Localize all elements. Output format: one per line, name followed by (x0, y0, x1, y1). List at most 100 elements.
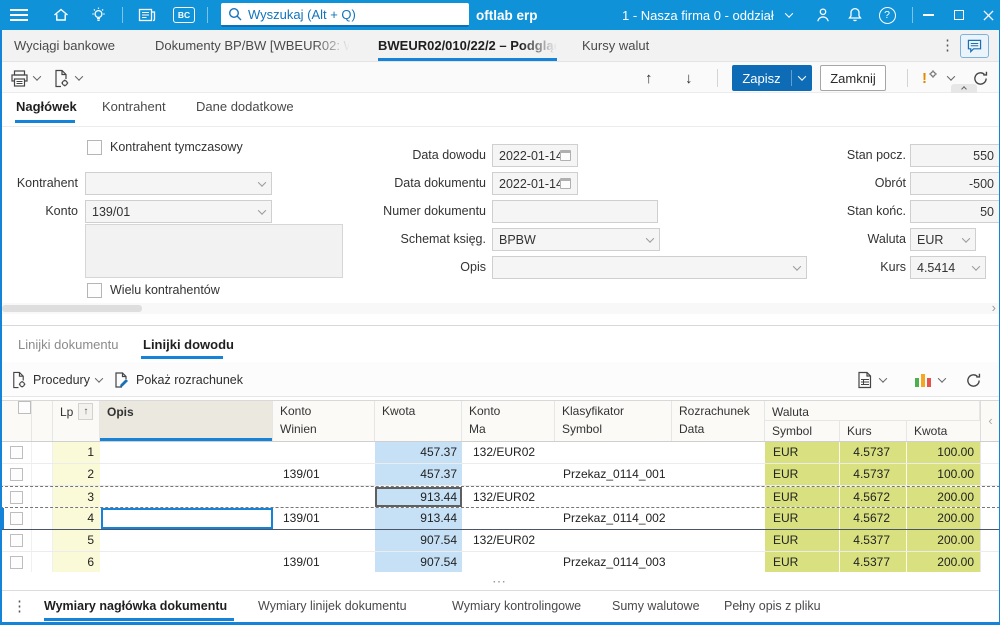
cell-konto-winien[interactable]: 139/01 (283, 555, 320, 569)
table-row[interactable]: 2 139/01 457.37 Przekaz_0114_001 EUR 4.5… (0, 464, 1000, 486)
hamburger-menu-button[interactable] (0, 0, 38, 30)
panel-splitter[interactable]: ⋯ (0, 572, 1000, 590)
description-dropdown[interactable] (492, 256, 807, 279)
print-options-chevron[interactable] (32, 66, 42, 90)
cell-konto-ma[interactable]: 132/EUR02 (473, 533, 536, 547)
tab-wymiary-linijek[interactable]: Wymiary linijek dokumentu (258, 599, 407, 613)
maximize-button[interactable] (946, 0, 972, 30)
help-button[interactable]: ? (872, 0, 902, 30)
table-row[interactable]: 5 907.54 132/EUR02 EUR 4.5377 200.00 (0, 530, 1000, 552)
cell-rozrachunek-data[interactable] (672, 530, 765, 551)
cell-lp[interactable]: 6 (53, 552, 100, 573)
cell-waluta-kwota[interactable]: 100.00 (907, 442, 980, 463)
header-tab-kontrahent[interactable]: Kontrahent (102, 99, 166, 114)
cell-waluta-kwota[interactable]: 200.00 (907, 508, 980, 529)
sort-ascending-icon[interactable]: ↑ (78, 403, 94, 420)
cell-lp[interactable]: 2 (53, 464, 100, 485)
refresh-button[interactable] (972, 66, 989, 90)
close-window-button[interactable] (977, 0, 1000, 30)
cell-opis[interactable] (100, 487, 273, 507)
tab-wymiary-naglowka[interactable]: Wymiary nagłówka dokumentu (44, 599, 228, 613)
row-checkbox[interactable] (10, 512, 23, 525)
header-tab-dane-dodatkowe[interactable]: Dane dodatkowe (196, 99, 294, 114)
minimize-button[interactable] (915, 0, 941, 30)
cell-konto-winien[interactable] (273, 487, 375, 507)
temp-contractor-checkbox[interactable] (87, 140, 102, 155)
closing-balance-field[interactable]: 50 (910, 200, 1000, 223)
contractor-dropdown[interactable] (85, 172, 272, 195)
tab-linijki-dowodu[interactable]: Linijki dowodu (143, 337, 234, 352)
close-document-button[interactable]: Zamknij (820, 65, 886, 91)
cell-lp[interactable]: 5 (53, 530, 100, 551)
cell-waluta-symbol[interactable]: EUR (765, 464, 840, 485)
cell-konto-ma[interactable] (462, 552, 555, 573)
konto-ma-column-header[interactable]: Konto Ma (462, 401, 555, 441)
cell-rozrachunek-data[interactable] (672, 442, 765, 463)
currency-dropdown[interactable]: EUR (910, 228, 976, 251)
export-button[interactable] (856, 368, 888, 392)
scheme-dropdown[interactable]: BPBW (492, 228, 660, 251)
show-settlement-button[interactable]: Pokaż rozrachunek (113, 368, 243, 392)
cell-waluta-kwota[interactable]: 200.00 (907, 552, 980, 573)
save-button[interactable]: Zapisz (732, 65, 812, 91)
cell-konto-winien[interactable] (273, 442, 375, 463)
cell-kwota[interactable]: 457.37 (375, 464, 462, 485)
row-checkbox[interactable] (10, 534, 23, 547)
business-central-button[interactable]: BC (173, 0, 195, 30)
tab-linijki-dokumentu[interactable]: Linijki dokumentu (18, 337, 119, 352)
doc-number-field[interactable] (492, 200, 658, 223)
kwota-column-header[interactable]: Kwota (375, 401, 462, 441)
procedures-button[interactable]: Procedury (10, 368, 104, 392)
waluta-kurs-column-header[interactable]: Kurs (840, 421, 907, 441)
cell-waluta-kwota[interactable]: 200.00 (907, 530, 980, 551)
cell-konto-winien[interactable]: 139/01 (283, 511, 320, 525)
cell-waluta-symbol[interactable]: EUR (765, 530, 840, 551)
cell-opis[interactable] (100, 508, 273, 529)
table-row[interactable]: 4 139/01 913.44 Przekaz_0114_002 EUR 4.5… (0, 508, 1000, 530)
tab-bweur02-podglad[interactable]: BWEUR02/010/22/2 – Podgląd – Doku (378, 38, 557, 53)
table-row[interactable]: 6 139/01 907.54 Przekaz_0114_003 EUR 4.5… (0, 552, 1000, 574)
cell-kwota[interactable]: 913.44 (375, 508, 462, 529)
scrollbar-thumb[interactable] (2, 305, 142, 312)
save-options-chevron[interactable] (792, 72, 812, 81)
cell-waluta-kurs[interactable]: 4.5377 (840, 530, 907, 551)
cell-konto-ma[interactable]: 132/EUR02 (473, 490, 536, 504)
select-all-checkbox[interactable] (18, 401, 31, 414)
cell-rozrachunek-data[interactable] (672, 487, 765, 507)
proof-date-field[interactable]: 2022-01-14 (492, 144, 578, 167)
tab-dokumenty-bp-bw[interactable]: Dokumenty BP/BW [WBEUR02: Wyciąg (155, 38, 350, 53)
tab-sumy-walutowe[interactable]: Sumy walutowe (612, 599, 700, 613)
cell-rozrachunek-data[interactable] (672, 552, 765, 573)
tab-kursy-walut[interactable]: Kursy walut (582, 38, 650, 53)
cell-waluta-kurs[interactable]: 4.5737 (840, 442, 907, 463)
tab-wyciagi-bankowe[interactable]: Wyciągi bankowe (14, 38, 116, 53)
waluta-kwota-column-header[interactable]: Kwota (914, 424, 948, 438)
doc-date-field[interactable]: 2022-01-14 (492, 172, 578, 195)
cell-waluta-kurs[interactable]: 4.5377 (840, 552, 907, 573)
account-dropdown[interactable]: 139/01 (85, 200, 272, 223)
cell-rozrachunek-data[interactable] (672, 464, 765, 485)
cell-waluta-symbol[interactable]: EUR (765, 508, 840, 529)
print-button[interactable] (10, 66, 29, 90)
document-actions-button[interactable] (52, 66, 70, 90)
cell-konto-ma[interactable] (462, 464, 555, 485)
rate-dropdown[interactable]: 4.5414 (910, 256, 986, 279)
scroll-right-icon[interactable]: › (991, 300, 996, 315)
row-checkbox[interactable] (10, 490, 23, 504)
refresh-lines-button[interactable] (965, 368, 982, 392)
comments-button[interactable] (960, 34, 989, 58)
cell-klasyfikator-symbol[interactable]: Przekaz_0114_001 (563, 467, 666, 481)
cell-klasyfikator-symbol[interactable] (555, 530, 672, 551)
cell-lp[interactable]: 1 (53, 442, 100, 463)
cell-lp[interactable]: 3 (53, 487, 100, 507)
tab-wymiary-kontrolingowe[interactable]: Wymiary kontrolingowe (452, 599, 582, 613)
company-selector[interactable]: 1 - Nasza firma 0 - oddział (622, 0, 793, 30)
cell-opis[interactable] (100, 442, 273, 463)
news-button[interactable] (132, 0, 162, 30)
move-down-button[interactable]: ↓ (685, 69, 693, 87)
cell-waluta-kurs[interactable]: 4.5737 (840, 464, 907, 485)
opis-cell-editor[interactable] (101, 508, 273, 529)
header-horizontal-scrollbar[interactable]: › (2, 300, 1000, 315)
row-checkbox[interactable] (10, 468, 23, 481)
row-checkbox[interactable] (10, 446, 23, 459)
